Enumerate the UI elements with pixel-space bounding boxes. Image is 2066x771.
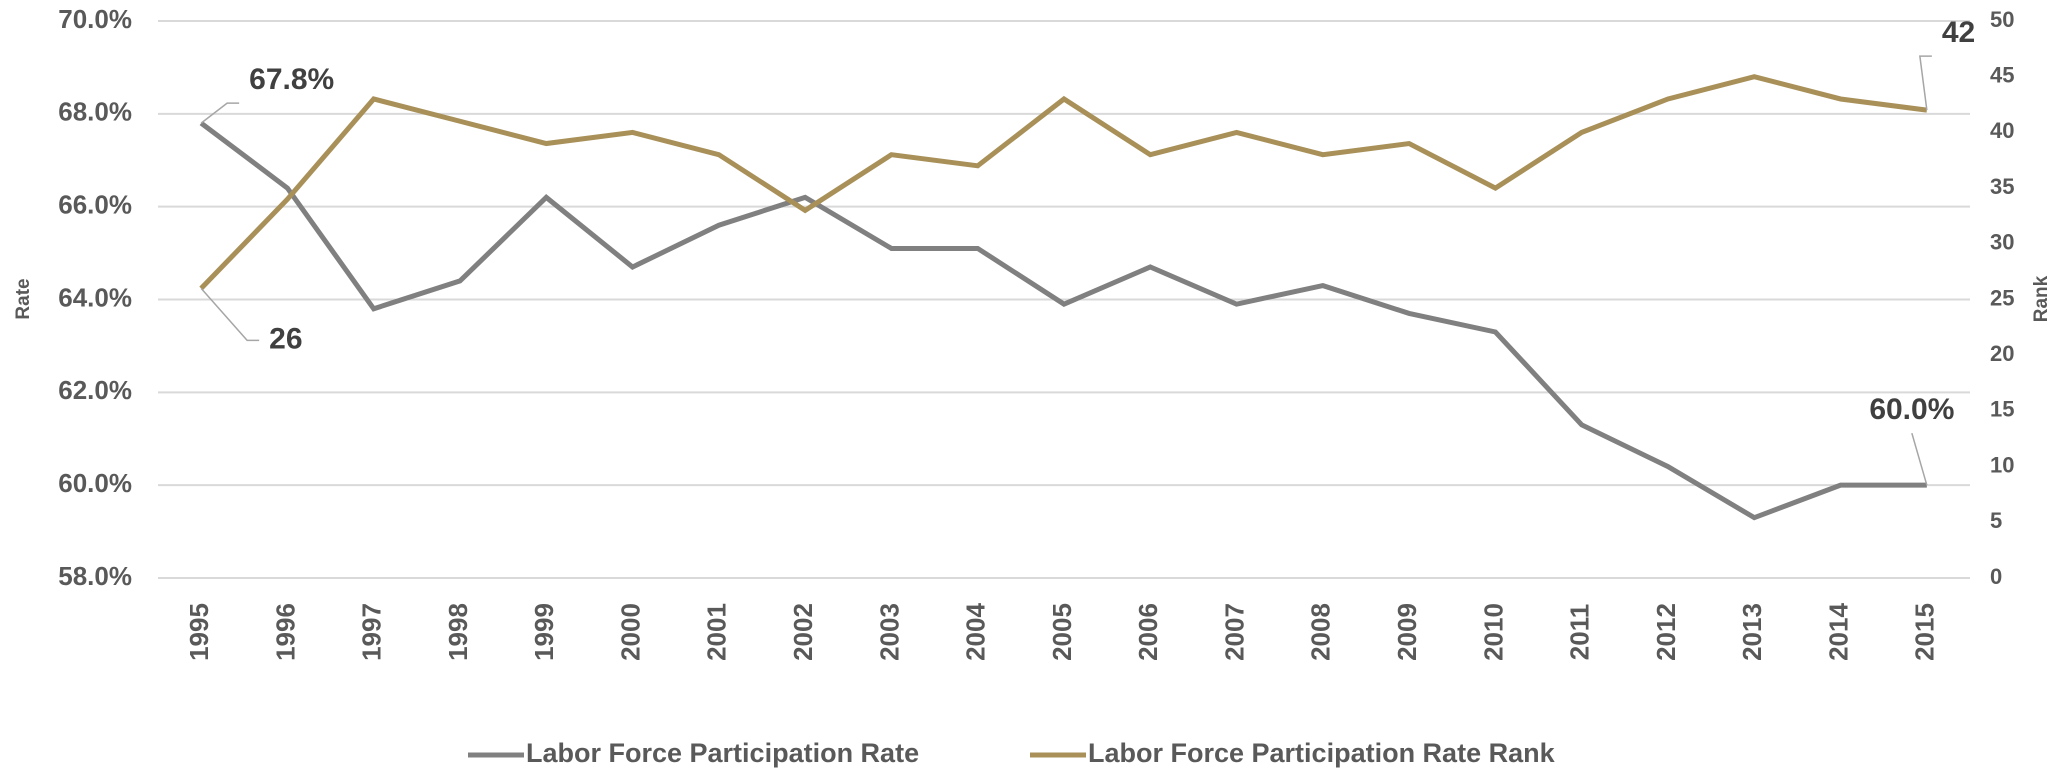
- y2-tick-label: 35: [1990, 174, 2014, 199]
- y-tick-label: 62.0%: [58, 375, 132, 405]
- x-tick-label: 2012: [1651, 603, 1681, 661]
- y-tick-label: 64.0%: [58, 282, 132, 312]
- y2-tick-label: 5: [1990, 508, 2002, 533]
- x-tick-label: 2010: [1478, 603, 1508, 661]
- y2-tick-label: 15: [1990, 397, 2014, 422]
- data-label: 60.0%: [1869, 393, 1954, 426]
- series-line: [199, 121, 1927, 521]
- data-label: 42: [1942, 16, 1975, 49]
- y2-tick-label: 50: [1990, 7, 2014, 32]
- leader-line: [200, 102, 240, 124]
- series-line: [199, 74, 1928, 291]
- y-tick-label: 70.0%: [58, 4, 132, 34]
- x-tick-label: 1998: [443, 603, 473, 661]
- y2-tick-label: 45: [1990, 63, 2014, 88]
- x-tick-label: 2013: [1737, 603, 1767, 661]
- x-tick-label: 1995: [184, 603, 214, 661]
- x-tick-label: 2009: [1392, 603, 1422, 661]
- y2-axis-title: Rank: [2031, 275, 2052, 322]
- data-label: 67.8%: [249, 63, 334, 96]
- x-tick-label: 2014: [1823, 603, 1853, 661]
- x-tick-label: 2006: [1133, 603, 1163, 661]
- x-tick-label: 1999: [529, 603, 559, 661]
- x-tick-label: 2005: [1047, 603, 1077, 661]
- x-tick-label: 2001: [702, 603, 732, 661]
- leader-line: [200, 287, 260, 342]
- x-tick-label: 2015: [1910, 603, 1940, 661]
- y2-tick-label: 40: [1990, 118, 2014, 143]
- y2-tick-label: 20: [1990, 341, 2014, 366]
- y-axis-title: Rate: [13, 278, 34, 319]
- y-tick-label: 58.0%: [58, 561, 132, 591]
- x-tick-label: 2003: [874, 603, 904, 661]
- x-tick-label: 1997: [357, 603, 387, 661]
- x-tick-label: 1996: [270, 603, 300, 661]
- x-tick-label: 2002: [788, 603, 818, 661]
- y2-tick-label: 10: [1990, 452, 2014, 477]
- y-tick-label: 68.0%: [58, 97, 132, 127]
- x-tick-label: 2011: [1565, 604, 1595, 660]
- y2-tick-label: 25: [1990, 285, 2014, 310]
- y2-tick-label: 30: [1990, 230, 2014, 255]
- y-tick-label: 66.0%: [58, 190, 132, 220]
- legend-label: Labor Force Participation Rate Rank: [1088, 738, 1556, 768]
- y2-tick-label: 0: [1990, 564, 2002, 589]
- x-tick-label: 2008: [1306, 603, 1336, 661]
- data-label: 26: [269, 322, 302, 355]
- x-tick-label: 2004: [961, 603, 991, 661]
- x-tick-label: 2007: [1219, 603, 1249, 661]
- x-tick-label: 2000: [615, 603, 645, 661]
- y-tick-label: 60.0%: [58, 468, 132, 498]
- leader-line: [1919, 55, 1932, 111]
- leader-line: [1911, 432, 1928, 486]
- legend-label: Labor Force Participation Rate: [526, 738, 919, 768]
